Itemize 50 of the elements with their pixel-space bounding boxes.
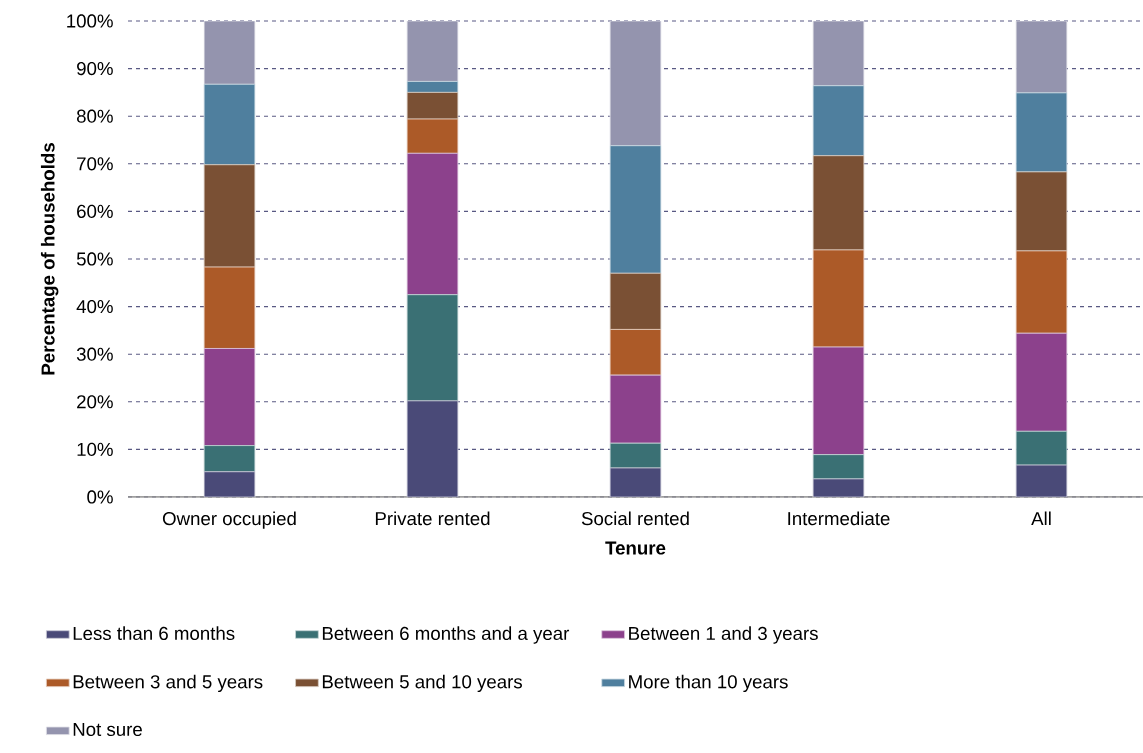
bar	[609, 20, 662, 147]
y-axis-title: Percentage of households	[40, 143, 59, 375]
bar	[203, 266, 256, 349]
y-tick-label: 0%	[87, 490, 113, 504]
bar	[203, 164, 256, 268]
y-tick-label: 100%	[67, 14, 113, 28]
bar	[812, 85, 865, 157]
y-tick-label: 20%	[77, 395, 113, 409]
bar	[812, 155, 865, 251]
bar	[406, 81, 459, 93]
legend-label: Not sure	[73, 723, 142, 737]
bar	[1015, 92, 1068, 173]
bar	[1015, 20, 1068, 94]
legend-label: Between 1 and 3 years	[629, 626, 818, 644]
bar	[1015, 332, 1068, 432]
bar	[812, 249, 865, 348]
bar	[406, 118, 459, 154]
legend-label: Between 5 and 10 years	[322, 674, 522, 693]
bar	[609, 374, 662, 444]
bar	[812, 346, 865, 456]
bar	[1015, 250, 1068, 334]
bar	[203, 20, 256, 85]
y-tick-label: 60%	[77, 204, 113, 219]
bar	[609, 145, 662, 274]
bar	[812, 20, 865, 87]
y-tick-label: 70%	[77, 157, 113, 171]
x-tick-label: Owner occupied	[162, 511, 296, 529]
legend-label: More than 10 years	[629, 674, 788, 693]
bar	[203, 348, 256, 446]
y-tick-label: 50%	[76, 252, 113, 266]
x-tick-label: All	[1031, 511, 1051, 525]
x-tick-label: Intermediate	[788, 511, 890, 526]
y-tick-label: 10%	[77, 442, 113, 456]
bar	[609, 329, 662, 376]
x-tick-label: Social rented	[581, 511, 689, 526]
y-tick-label: 80%	[76, 109, 113, 123]
bar	[406, 20, 459, 82]
bar	[203, 83, 256, 166]
bar	[1015, 171, 1068, 252]
legend-label: Between 3 and 5 years	[73, 674, 263, 693]
y-tick-label: 30%	[76, 347, 113, 361]
bar	[609, 272, 662, 330]
y-tick-label: 90%	[77, 61, 113, 76]
legend-label: Between 6 months and a year	[322, 626, 570, 644]
x-tick-label: Private rented	[375, 511, 490, 526]
x-axis-title: Tenure	[605, 541, 666, 555]
y-tick-label: 40%	[76, 299, 113, 314]
bar	[406, 92, 459, 120]
bar	[406, 152, 459, 296]
legend-label: Less than 6 months	[73, 626, 235, 641]
